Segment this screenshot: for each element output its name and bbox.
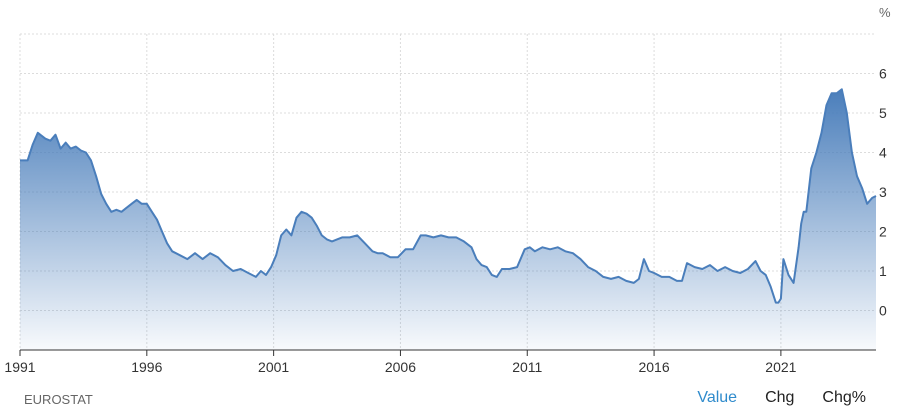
tab-chg-percent[interactable]: Chg%: [822, 389, 866, 406]
y-tick-label: 4: [879, 145, 887, 161]
x-tick-label: 2021: [765, 359, 796, 375]
chart-footer: EUROSTAT Value Chg Chg%: [0, 388, 900, 412]
series-area-fill: [20, 89, 876, 351]
y-tick-label: 3: [879, 184, 887, 200]
x-tick-label: 1996: [131, 359, 162, 375]
tab-value[interactable]: Value: [697, 389, 738, 406]
y-tick-label: 2: [879, 224, 887, 240]
tab-chg[interactable]: Chg: [765, 389, 795, 406]
source-label: EUROSTAT: [24, 392, 93, 407]
y-tick-label: 1: [879, 263, 887, 279]
y-tick-label: 5: [879, 105, 887, 121]
x-tick-label: 2001: [258, 359, 289, 375]
x-tick-label: 2006: [385, 359, 416, 375]
x-tick-label: 1991: [4, 359, 35, 375]
x-tick-label: 2016: [638, 359, 669, 375]
chart-axes: 0 1 2 3 4 5 6 1991 1996 2001 2006 2011 2016 2021: [4, 66, 887, 376]
series-line[interactable]: [20, 88, 877, 304]
chart-area-group: [20, 88, 877, 351]
y-tick-label: 0: [879, 303, 887, 319]
view-tabs: Value Chg Chg%: [697, 389, 866, 407]
y-axis-unit-label: %: [879, 5, 891, 20]
y-tick-label: 6: [879, 66, 887, 82]
x-tick-label: 2011: [512, 359, 542, 375]
